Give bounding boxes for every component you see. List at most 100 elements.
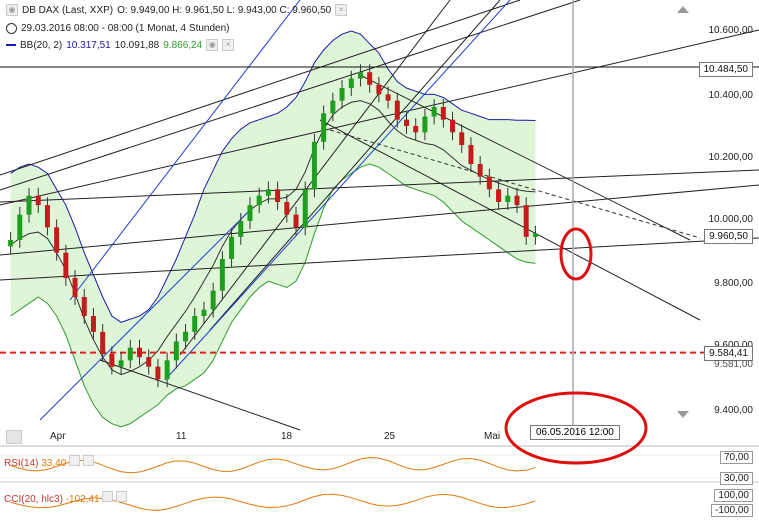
candle-body <box>348 78 354 88</box>
eye-icon[interactable]: ◉ <box>6 4 18 16</box>
trend-line-1 <box>0 0 521 176</box>
trend-line-13 <box>0 169 759 203</box>
bb-line-swatch <box>6 44 16 46</box>
close-icon[interactable] <box>116 491 128 502</box>
y-tick-9400: 9.400,00 <box>714 405 753 416</box>
price-tag-high: 10.484,50 <box>698 62 753 77</box>
candle-body <box>459 132 465 145</box>
y-tick-10600: 10.600,00 <box>708 25 754 36</box>
y-tick-9600: 9.600,00 <box>714 340 753 351</box>
eye-icon[interactable] <box>69 455 81 466</box>
scroll-up-icon[interactable] <box>677 6 689 13</box>
price-tag-last: 9.960,50 <box>704 229 753 244</box>
trend-line-5 <box>209 0 501 331</box>
trend-line-9 <box>39 209 251 421</box>
cursor-date-label: 06.05.2016 12:00 <box>530 425 620 440</box>
bb-lower-line <box>10 163 536 428</box>
cci-label-row: CCI(20, hlc3) -102,41 <box>4 491 128 505</box>
candle-body <box>523 205 529 237</box>
annotation-circle-small <box>559 227 593 281</box>
candle-body <box>256 195 262 206</box>
candle-body <box>321 113 327 142</box>
candle-body <box>284 202 290 215</box>
trend-line-12 <box>99 359 301 431</box>
price-tag-support: 9.584,41 <box>704 346 753 361</box>
candle-body <box>72 278 78 297</box>
panel-toggle-icon[interactable] <box>6 430 22 444</box>
candle-body <box>238 221 244 237</box>
close-icon[interactable]: × <box>335 4 348 16</box>
cci-level-minus100: -100,00 <box>711 504 753 517</box>
cci-value: -102,41 <box>65 494 100 505</box>
price-tag-support-under: 9.581,00 <box>714 359 753 370</box>
trend-line-11 <box>319 119 701 321</box>
legend-instrument-row: ◉ DB DAX (Last, XXP) O: 9.949,00 H: 9.96… <box>6 4 348 16</box>
candle-body <box>17 214 23 240</box>
candle-body <box>486 176 492 190</box>
x-label-mai: Mai <box>484 431 501 442</box>
rsi-level-30: 30,00 <box>719 472 753 485</box>
trend-line-10 <box>359 74 691 241</box>
candle-body <box>431 107 437 117</box>
eye-icon[interactable]: ◉ <box>206 39 219 51</box>
grid <box>0 445 759 483</box>
bb-middle-line <box>10 100 536 376</box>
rsi-value: 33,40 <box>41 458 67 469</box>
rsi-level-70: 70,00 <box>719 451 753 464</box>
candle-body <box>173 341 179 361</box>
candle-body <box>229 236 235 259</box>
candle-body <box>422 116 428 133</box>
clock-icon <box>6 23 17 34</box>
dashed-trend-line <box>329 129 701 239</box>
bb-lower-value: 9.866,24 <box>163 39 203 51</box>
close-icon[interactable]: × <box>222 39 235 51</box>
candle-body <box>293 214 299 228</box>
candle-body <box>137 347 142 358</box>
candle-body <box>404 119 409 126</box>
candle-body <box>127 347 133 361</box>
candle-body <box>100 331 106 354</box>
candle-body <box>505 195 511 202</box>
x-label-apr: Apr <box>50 431 66 442</box>
candle-body <box>302 189 308 228</box>
candle-body <box>468 145 474 164</box>
candle-body <box>367 72 373 85</box>
cci-level-100: 100,00 <box>714 489 753 502</box>
bollinger-band <box>10 30 536 428</box>
candle-body <box>413 126 419 133</box>
y-tick-9800: 9.800,00 <box>714 278 753 289</box>
candle-body <box>275 189 281 202</box>
bb-upper-value: 10.317,51 <box>66 39 111 51</box>
candle-body <box>26 195 32 215</box>
candle-body <box>201 309 207 316</box>
candle-body <box>155 366 161 380</box>
candle-body <box>376 84 382 95</box>
candle-body <box>339 88 345 101</box>
candle-body <box>164 360 170 380</box>
candle-body <box>44 205 50 228</box>
instrument-label: DB DAX (Last, XXP) <box>22 4 114 16</box>
candle-body <box>54 227 60 253</box>
period-label: 29.03.2016 08:00 - 08:00 (1 Monat, 4 Stu… <box>21 23 230 34</box>
bb-upper-line <box>10 30 536 323</box>
cci-label: CCI(20, hlc3) <box>4 494 63 505</box>
scroll-down-icon[interactable] <box>677 411 689 418</box>
y-tick-10400: 10.400,00 <box>708 90 754 101</box>
candle-body <box>357 72 363 79</box>
candle-body <box>90 316 96 332</box>
rsi-label-row: RSI(14) 33,40 <box>4 455 94 469</box>
candle-body <box>330 100 336 114</box>
rsi-label: RSI(14) <box>4 458 39 469</box>
annotations <box>504 0 648 465</box>
bb-label: BB(20, 2) <box>20 39 63 51</box>
trend-line-4 <box>0 237 759 281</box>
candle-body <box>311 141 317 190</box>
candle-body <box>532 233 538 237</box>
candle-body <box>183 331 189 342</box>
legend-period-row: 29.03.2016 08:00 - 08:00 (1 Monat, 4 Stu… <box>6 23 230 34</box>
close-icon[interactable] <box>82 455 94 466</box>
eye-icon[interactable] <box>102 491 114 502</box>
ohlc-readout: O: 9.949,00 H: 9.961,50 L: 9.943,00 C: 9… <box>117 4 332 16</box>
